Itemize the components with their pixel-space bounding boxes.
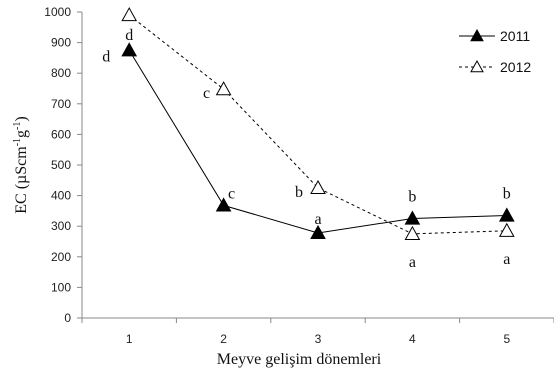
data-point-2011-1: [121, 42, 138, 57]
significance-label-2012-4: a: [409, 254, 416, 271]
y-tick-label: 700: [51, 97, 71, 111]
data-point-2012-4: [404, 225, 421, 240]
legend-marker-2012: [470, 59, 484, 73]
legend-label-2012: 2012: [500, 59, 531, 75]
y-tick-label: 500: [51, 158, 71, 172]
data-point-2011-2: [215, 197, 232, 212]
significance-label-2012-2: c: [203, 85, 210, 102]
y-tick-label: 0: [64, 311, 71, 325]
legend: 2011 2012: [459, 28, 531, 75]
significance-label-2012-5: a: [503, 251, 510, 268]
x-tick-label: 3: [315, 332, 322, 346]
data-point-2012-5: [498, 222, 515, 237]
x-tick-label: 1: [126, 332, 133, 346]
y-tick-label: 600: [51, 127, 71, 141]
x-tick-label: 4: [409, 332, 416, 346]
y-title-part: g: [13, 130, 30, 138]
data-point-2012-2: [215, 81, 232, 96]
y-tick-label: 100: [51, 280, 71, 294]
x-tick-label: 5: [503, 332, 510, 346]
x-axis-title: Meyve gelişim dönemleri: [217, 351, 382, 368]
significance-label-2012-3: b: [295, 184, 303, 201]
data-point-2011-3: [310, 224, 326, 240]
y-tick-label: 800: [51, 66, 71, 80]
significance-label-2011-3: a: [314, 211, 321, 228]
y-tick-label: 1000: [44, 5, 71, 19]
data-point-2012-1: [121, 7, 138, 22]
y-tick-label: 200: [51, 250, 71, 264]
y-title-superscript: -1: [12, 122, 23, 130]
x-tick-label: 2: [220, 332, 227, 346]
legend-marker-2011: [470, 28, 484, 42]
y-title-part: EC (µScm: [13, 146, 30, 214]
significance-label-2011-2: c: [228, 185, 235, 202]
series-line-2011: [128, 49, 507, 234]
significance-label-2011-1: d: [102, 48, 110, 65]
y-axis-title: EC (µScm-1g-1): [12, 116, 30, 213]
series-layer: [121, 7, 515, 240]
y-tick-label: 900: [51, 36, 71, 50]
significance-label-2011-5: b: [503, 185, 511, 202]
series-line-2012: [128, 14, 507, 235]
data-point-2011-5: [498, 207, 515, 222]
y-title-superscript: -1: [12, 138, 23, 146]
legend-label-2011: 2011: [500, 28, 530, 44]
data-point-2012-3: [310, 179, 326, 195]
y-tick-label: 300: [51, 219, 71, 233]
y-tick-label: 400: [51, 189, 71, 203]
significance-label-2011-4: b: [408, 189, 416, 206]
y-title-part: ): [13, 116, 30, 121]
x-axis: 1 2 3 4 5: [81, 317, 554, 346]
significance-label-2012-1: d: [125, 27, 133, 44]
data-point-2011-4: [404, 210, 421, 225]
y-axis: 0 100 200 300 400 500 600 700 800 900 1000: [44, 5, 83, 325]
